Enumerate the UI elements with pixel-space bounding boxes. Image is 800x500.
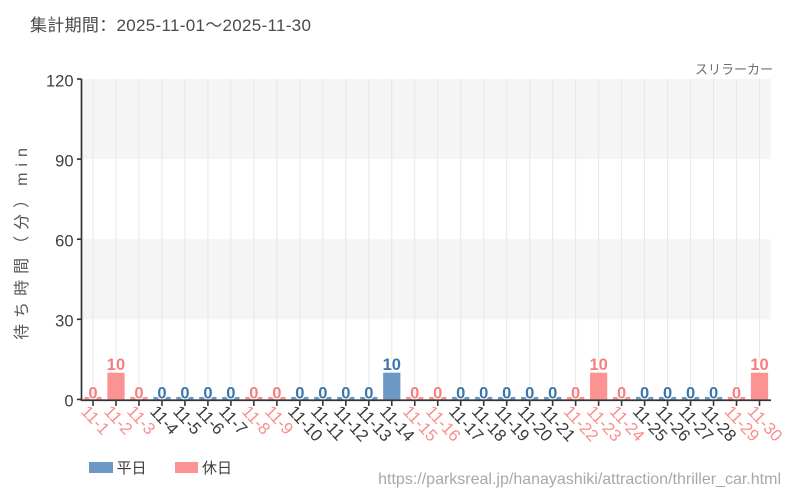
bar-value-label: 0 — [548, 385, 557, 403]
source-url: https://parksreal.jp/hanayashiki/attract… — [378, 471, 781, 488]
legend-item-holiday: 休日 — [174, 457, 233, 478]
wait-time-bar-11-11 — [314, 396, 332, 400]
bar-value-label: 0 — [226, 385, 235, 403]
y-tick-label: 120 — [46, 72, 74, 90]
wait-time-bar-11-21 — [544, 396, 562, 400]
wait-time-bar-11-6 — [199, 396, 217, 400]
attraction-name-label: スリラーカー — [694, 62, 773, 77]
bar-value-label: 0 — [134, 385, 143, 403]
bar-value-label: 0 — [318, 385, 327, 403]
wait-time-bar-11-30 — [750, 372, 769, 400]
wait-time-bar-11-1 — [84, 396, 102, 400]
bar-value-label: 0 — [571, 385, 580, 403]
legend-label-weekday: 平日 — [116, 460, 147, 477]
bar-value-label: 10 — [750, 356, 768, 374]
bar-value-label: 0 — [295, 385, 304, 403]
legend-item-weekday: 平日 — [89, 457, 147, 478]
bar-value-label: 0 — [456, 385, 465, 403]
wait-time-bar-11-28 — [704, 396, 723, 400]
plot-band — [81, 239, 771, 320]
wait-time-bar-11-17 — [452, 396, 470, 400]
wait-time-bar-11-25 — [635, 396, 654, 400]
holiday-color-swatch — [174, 462, 199, 473]
bar-value-label: 0 — [663, 385, 672, 403]
bar-value-label: 0 — [640, 385, 649, 403]
bar-value-label: 0 — [732, 385, 741, 403]
wait-time-bar-11-4 — [153, 396, 171, 400]
wait-time-bar-11-24 — [612, 396, 631, 400]
bar-value-label: 10 — [383, 356, 401, 374]
bar-value-label: 0 — [617, 385, 626, 403]
y-tick-label: 90 — [55, 152, 73, 170]
bar-value-label: 0 — [433, 385, 442, 403]
wait-time-bar-11-13 — [360, 396, 378, 400]
bar-value-label: 0 — [364, 385, 373, 403]
bar-value-label: 0 — [709, 385, 718, 403]
bar-value-label: 0 — [180, 385, 189, 403]
y-tick-label: 30 — [55, 313, 73, 331]
plot-band — [81, 79, 771, 160]
wait-time-bar-11-8 — [245, 396, 263, 400]
wait-time-bar-11-5 — [176, 396, 194, 400]
y-tick-label: 60 — [55, 232, 73, 250]
bar-value-label: 10 — [589, 356, 607, 374]
wait-time-bar-11-15 — [406, 396, 424, 400]
weekday-color-swatch — [89, 462, 113, 473]
wait-time-bar-11-2 — [107, 372, 125, 400]
wait-time-bar-11-23 — [590, 372, 608, 400]
wait-time-bar-11-18 — [475, 396, 493, 400]
wait-time-bar-11-14 — [383, 372, 401, 400]
bar-value-label: 10 — [107, 356, 125, 374]
wait-time-bar-11-16 — [429, 396, 447, 400]
bar-value-label: 0 — [525, 385, 534, 403]
bar-value-label: 0 — [341, 385, 350, 403]
wait-time-bar-11-12 — [337, 396, 355, 400]
wait-time-bar-11-19 — [498, 396, 516, 400]
wait-time-bar-11-3 — [130, 396, 148, 400]
bar-value-label: 0 — [203, 385, 212, 403]
wait-time-bar-11-29 — [727, 396, 746, 400]
y-tick-label: 0 — [64, 393, 73, 411]
wait-time-bar-11-20 — [521, 396, 539, 400]
bar-value-label: 0 — [479, 385, 488, 403]
wait-time-bar-11-7 — [222, 396, 240, 400]
wait-time-bar-11-10 — [291, 396, 309, 400]
bar-value-label: 0 — [502, 385, 511, 403]
bar-value-label: 0 — [249, 385, 258, 403]
bar-value-label: 0 — [88, 385, 97, 403]
wait-time-bar-11-26 — [658, 396, 677, 400]
wait-time-bar-11-9 — [268, 396, 286, 400]
bar-value-label: 0 — [410, 385, 419, 403]
legend-label-holiday: 休日 — [202, 460, 233, 477]
aggregation-period-title: 集計期間：2025-11-01～2025-11-30 — [30, 16, 312, 35]
bar-value-label: 0 — [272, 385, 281, 403]
chart-legend: 平日 休日 — [89, 457, 232, 478]
wait-time-bar-11-27 — [681, 396, 700, 400]
bar-value-label: 0 — [686, 385, 695, 403]
bar-value-label: 0 — [157, 385, 166, 403]
wait-time-bar-11-22 — [567, 396, 585, 400]
